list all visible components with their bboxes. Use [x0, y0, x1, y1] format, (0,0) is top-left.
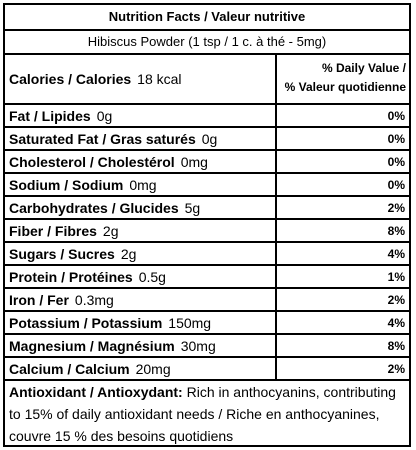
nutrient-daily-value: 0% [387, 154, 405, 169]
nutrient-label: Fat / Lipides [9, 107, 91, 124]
nutrient-amount: 0.3mg [74, 291, 114, 308]
nutrient-daily-value: 2% [387, 361, 405, 376]
nutrient-daily-value: 8% [387, 223, 405, 238]
nutrient-amount: 20mg [135, 360, 171, 377]
nutrient-row: Saturated Fat / Gras saturés 0g 0% [5, 128, 409, 151]
nutrient-amount: 2g [102, 222, 119, 239]
calories-label: Calories / Calories [9, 71, 132, 87]
daily-value-heading-fr: % Valeur quotidienne [284, 80, 406, 94]
nutrient-amount: 0mg [129, 176, 157, 193]
nutrient-amount: 2g [120, 245, 137, 262]
nutrient-daily-value: 2% [387, 292, 405, 307]
nutrient-row: Magnesium / Magnésium 30mg 8% [5, 335, 409, 358]
nutrient-amount: 0g [96, 107, 113, 124]
daily-value-heading-en: % Daily Value / [321, 61, 406, 75]
nutrient-daily-value: 8% [387, 338, 405, 353]
nutrition-label: Nutrition Facts / Valeur nutritive Hibis… [3, 3, 411, 447]
antioxidant-note: Antioxidant / Antioxydant: Rich in antho… [9, 379, 405, 447]
serving-size: (1 tsp / 1 c. à thé - 5mg) [188, 34, 327, 49]
nutrient-daily-value: 4% [387, 315, 405, 330]
nutrient-daily-value: 1% [387, 269, 405, 284]
nutrient-row: Calcium / Calcium 20mg 2% [5, 358, 409, 381]
nutrient-row: Iron / Fer 0.3mg 2% [5, 289, 409, 312]
nutrient-label: Sugars / Sucres [9, 245, 115, 262]
nutrient-amount: 30mg [180, 337, 216, 354]
nutrient-row: Potassium / Potassium 150mg 4% [5, 312, 409, 335]
antioxidant-label: Antioxidant / Antioxydant: [9, 384, 183, 400]
nutrient-daily-value: 0% [387, 131, 405, 146]
nutrient-row: Fiber / Fibres 2g 8% [5, 220, 409, 243]
serving-info: Hibiscus Powder (1 tsp / 1 c. à thé - 5m… [5, 31, 409, 55]
nutrient-amount: 150mg [168, 314, 212, 331]
nutrient-label: Sodium / Sodium [9, 176, 124, 193]
nutrient-amount: 0mg [180, 153, 208, 170]
nutrient-label: Iron / Fer [9, 291, 69, 308]
nutrient-amount: 5g [184, 199, 201, 216]
nutrient-label: Carbohydrates / Glucides [9, 199, 179, 216]
nutrient-row: Sugars / Sucres 2g 4% [5, 243, 409, 266]
nutrient-row: Cholesterol / Cholestérol 0mg 0% [5, 151, 409, 174]
nutrient-daily-value: 0% [387, 108, 405, 123]
label-title: Nutrition Facts / Valeur nutritive [5, 5, 409, 31]
nutrient-label: Cholesterol / Cholestérol [9, 153, 175, 170]
nutrient-amount: 0g [201, 130, 218, 147]
nutrient-label: Fiber / Fibres [9, 222, 97, 239]
daily-value-heading: % Daily Value / % Valeur quotidienne [277, 59, 406, 97]
nutrient-row: Protein / Protéines 0.5g 1% [5, 266, 409, 289]
antioxidant-text: Rich in anthocyanins, contributing to 15… [9, 384, 396, 444]
calories-value: 18 kcal [137, 71, 182, 87]
nutrient-label: Protein / Protéines [9, 268, 133, 285]
nutrient-label: Potassium / Potassium [9, 314, 163, 331]
nutrient-amount: 0.5g [138, 268, 166, 285]
nutrient-daily-value: 4% [387, 246, 405, 261]
column-divider [275, 55, 277, 379]
nutrient-row: Carbohydrates / Glucides 5g 2% [5, 197, 409, 220]
nutrient-label: Magnesium / Magnésium [9, 337, 175, 354]
product-name: Hibiscus Powder [87, 34, 185, 49]
nutrient-row: Sodium / Sodium 0mg 0% [5, 174, 409, 197]
nutrient-daily-value: 0% [387, 177, 405, 192]
nutrient-row: Fat / Lipides 0g 0% [5, 105, 409, 128]
calories-row: Calories / Calories 18 kcal % Daily Valu… [5, 55, 409, 105]
nutrient-daily-value: 2% [387, 200, 405, 215]
nutrient-label: Calcium / Calcium [9, 360, 130, 377]
nutrient-label: Saturated Fat / Gras saturés [9, 130, 196, 147]
